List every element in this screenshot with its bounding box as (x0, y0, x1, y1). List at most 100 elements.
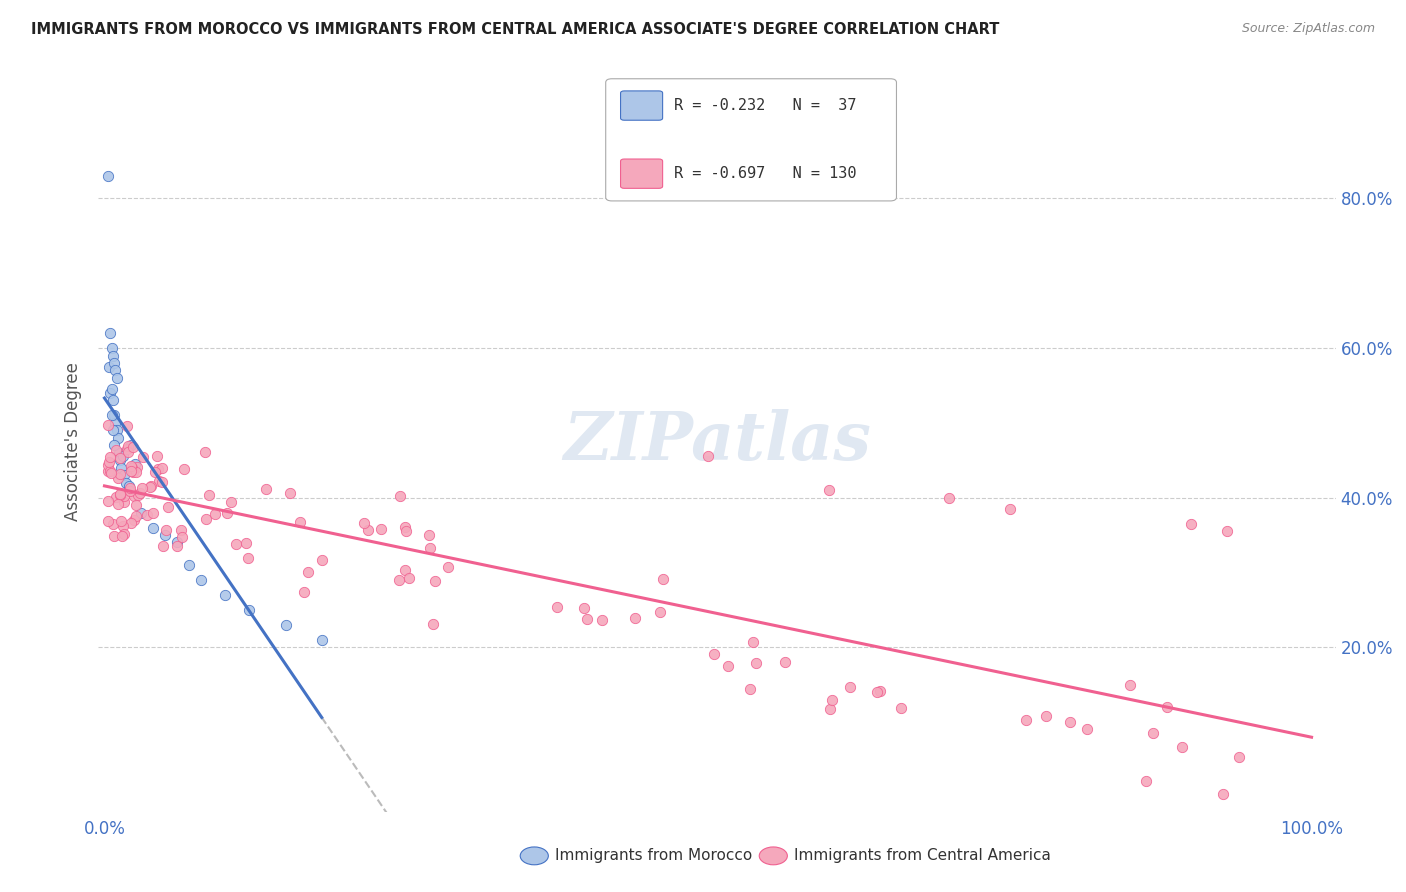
Point (120, 464, 142, 478)
Point (136, 508, 159, 522)
Point (388, 573, 411, 587)
Point (104, 363, 127, 377)
Point (107, 497, 129, 511)
Point (166, 539, 188, 553)
Point (100, 341, 122, 355)
Point (353, 516, 375, 531)
Point (104, 416, 127, 430)
Point (190, 573, 212, 587)
Point (238, 551, 260, 566)
Point (395, 524, 418, 539)
Point (150, 461, 173, 475)
Point (112, 490, 135, 504)
Point (105, 371, 128, 385)
Point (572, 600, 595, 615)
Point (129, 506, 152, 520)
Point (193, 445, 215, 459)
Point (100, 382, 122, 396)
Point (107, 471, 129, 485)
Point (394, 563, 416, 577)
Point (398, 571, 420, 585)
Point (166, 535, 188, 549)
Point (170, 523, 193, 537)
Point (101, 423, 124, 437)
Point (591, 613, 613, 627)
Point (194, 512, 217, 526)
Text: Immigrants from Morocco: Immigrants from Morocco (555, 848, 752, 863)
Text: R = -0.697   N = 130: R = -0.697 N = 130 (673, 166, 856, 181)
Point (117, 479, 139, 493)
Point (120, 438, 142, 452)
Point (103, 529, 125, 543)
Point (100, 467, 122, 481)
Point (357, 523, 380, 537)
Point (131, 482, 153, 496)
Point (120, 516, 142, 530)
Point (100, 450, 122, 464)
Point (115, 418, 138, 433)
Point (172, 529, 194, 543)
Point (108, 453, 131, 467)
Point (624, 611, 647, 625)
Point (1014, 713, 1036, 727)
Point (254, 482, 277, 496)
Point (575, 612, 598, 626)
Point (1212, 787, 1234, 801)
Point (370, 522, 392, 536)
FancyBboxPatch shape (606, 78, 897, 201)
Point (105, 423, 128, 437)
Point (437, 559, 460, 574)
Point (97, 514, 120, 528)
Point (235, 536, 257, 550)
Point (127, 460, 149, 475)
Point (143, 465, 166, 479)
Point (101, 349, 124, 363)
Point (697, 450, 720, 464)
Point (148, 475, 170, 489)
Point (1156, 700, 1178, 714)
Point (111, 528, 134, 542)
Point (117, 439, 139, 453)
Point (111, 519, 134, 533)
Point (1076, 722, 1098, 736)
Point (1059, 714, 1081, 729)
Point (110, 460, 132, 475)
Point (122, 465, 145, 479)
Point (146, 462, 169, 476)
Point (97, 455, 120, 469)
Point (422, 616, 444, 631)
Point (121, 458, 143, 473)
Point (129, 486, 152, 500)
Point (311, 553, 333, 567)
Point (112, 495, 135, 509)
Point (142, 506, 165, 520)
Point (818, 701, 841, 715)
Y-axis label: Associate's Degree: Associate's Degree (65, 362, 83, 521)
Point (122, 513, 145, 527)
Point (122, 489, 145, 503)
Point (111, 450, 134, 464)
Point (1171, 739, 1194, 754)
Point (215, 506, 238, 520)
Point (112, 527, 135, 541)
FancyBboxPatch shape (620, 91, 662, 120)
Point (141, 478, 163, 492)
Point (716, 659, 738, 673)
Point (153, 528, 176, 542)
Point (142, 520, 165, 534)
Point (274, 617, 297, 632)
Point (173, 461, 195, 475)
Point (104, 490, 127, 504)
Point (121, 440, 143, 454)
Point (97, 417, 120, 432)
Point (297, 566, 319, 580)
Text: Immigrants from Central America: Immigrants from Central America (794, 848, 1052, 863)
Point (817, 483, 839, 497)
Point (97, 493, 120, 508)
Point (198, 488, 221, 502)
Point (125, 498, 148, 512)
Text: Source: ZipAtlas.com: Source: ZipAtlas.com (1241, 22, 1375, 36)
Point (177, 558, 200, 572)
Point (108, 467, 131, 481)
Point (101, 393, 124, 408)
